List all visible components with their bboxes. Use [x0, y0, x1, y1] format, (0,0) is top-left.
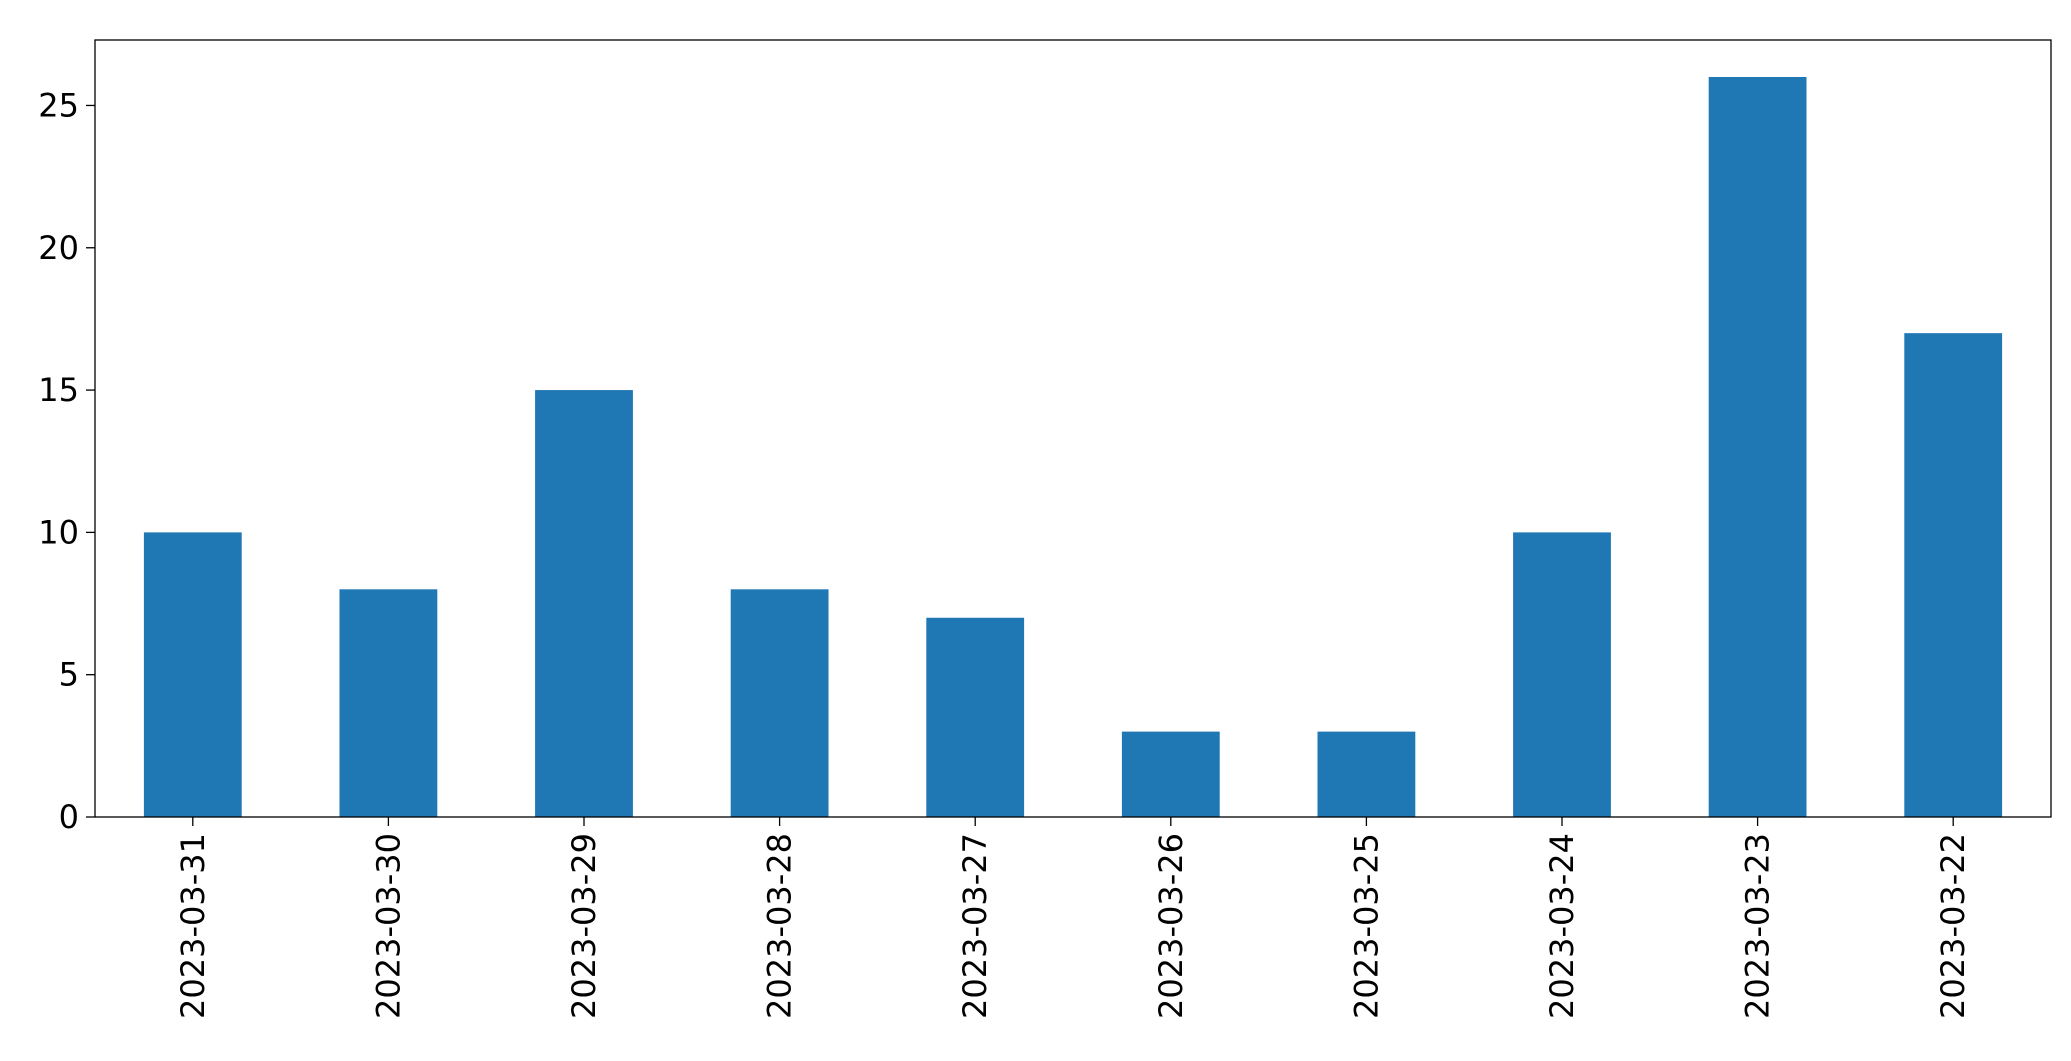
- x-tick-label: 2023-03-25: [1347, 833, 1385, 1019]
- y-tick-label: 20: [38, 229, 79, 267]
- bar: [1317, 731, 1416, 817]
- plot-frame: [94, 39, 2052, 818]
- x-tick-label: 2023-03-24: [1543, 833, 1581, 1019]
- y-tick-label: 5: [59, 656, 79, 694]
- x-tick-label: 2023-03-22: [1934, 833, 1972, 1019]
- x-tick-label: 2023-03-26: [1152, 833, 1190, 1019]
- bar: [1708, 77, 1807, 817]
- bar: [730, 589, 829, 817]
- y-tick-label: 0: [59, 798, 79, 836]
- y-tick-label: 25: [38, 86, 79, 124]
- bar: [926, 617, 1025, 817]
- x-tick-label: 2023-03-30: [369, 833, 407, 1019]
- y-tick-label: 10: [38, 513, 79, 551]
- x-tick-label: 2023-03-29: [565, 833, 603, 1019]
- bar: [339, 589, 438, 817]
- y-tick-label: 15: [38, 371, 79, 409]
- x-tick-label: 2023-03-31: [174, 833, 212, 1019]
- bar: [1513, 532, 1611, 817]
- x-tick-label: 2023-03-28: [761, 833, 799, 1019]
- x-tick-label: 2023-03-27: [956, 833, 994, 1019]
- x-tick-label: 2023-03-23: [1739, 833, 1777, 1019]
- bar: [1904, 333, 2003, 817]
- bar: [143, 532, 242, 817]
- bar: [535, 390, 633, 817]
- bar: [1121, 731, 1220, 817]
